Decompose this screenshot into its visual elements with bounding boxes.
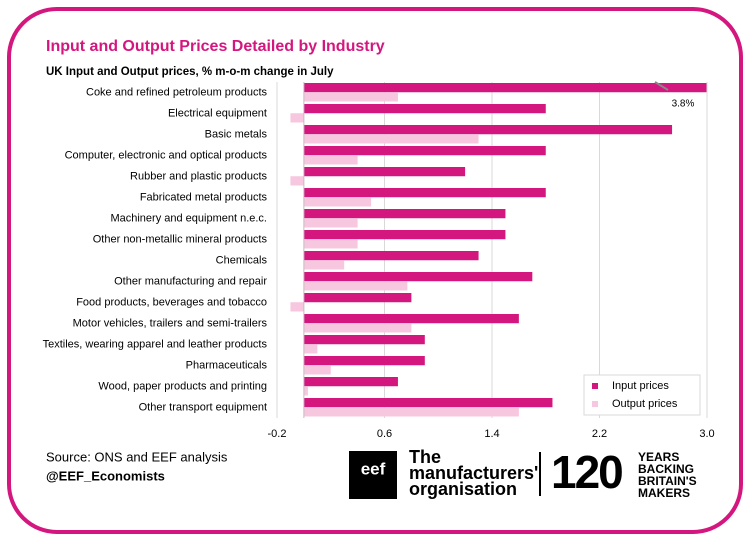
bar: [303, 197, 372, 207]
bar: [303, 260, 345, 270]
bar: [303, 167, 466, 177]
y-tick-label: Pharmaceuticals: [186, 359, 268, 371]
legend-label: Input prices: [612, 380, 669, 392]
bar: [303, 134, 479, 144]
bar: [303, 386, 308, 396]
y-tick-label: Chemicals: [216, 254, 268, 266]
bar: [303, 323, 412, 333]
logo-tagline: MAKERS: [638, 486, 690, 500]
logo-mark: eef: [361, 459, 386, 478]
y-tick-label: Other manufacturing and repair: [114, 275, 267, 287]
y-tick-label: Food products, beverages and tobacco: [76, 296, 267, 308]
annotation-pointer: [654, 81, 669, 91]
logo-tagline: YEARS: [638, 450, 679, 464]
y-tick-label: Motor vehicles, trailers and semi-traile…: [73, 317, 268, 329]
chart-title: Input and Output Prices Detailed by Indu…: [46, 38, 385, 55]
bar: [303, 146, 546, 156]
x-tick-label: 1.4: [484, 428, 499, 440]
bar: [290, 302, 304, 312]
bar: [303, 83, 707, 93]
bar: [303, 251, 479, 261]
y-tick-label: Rubber and plastic products: [130, 170, 267, 182]
bar: [303, 239, 358, 249]
bar: [290, 113, 304, 123]
legend-box: [583, 374, 701, 416]
source: Source: ONS and EEF analysis: [46, 449, 228, 464]
bar: [303, 335, 425, 345]
y-tick-label: Other non-metallic mineral products: [93, 233, 268, 245]
bar: [303, 188, 546, 198]
legend-swatch: [592, 383, 598, 389]
plot: [290, 83, 707, 417]
bar: [303, 356, 425, 366]
legend-swatch: [592, 401, 598, 407]
logo-box: [349, 451, 397, 499]
bar: [303, 377, 398, 387]
bar: [303, 365, 331, 375]
bar: [303, 407, 519, 417]
bar: [303, 314, 519, 324]
logo-tagline: BRITAIN'S: [638, 474, 697, 488]
y-tick-label: Other transport equipment: [139, 401, 267, 413]
legend-label: Output prices: [612, 398, 678, 410]
bar: [303, 293, 412, 303]
data-label: 3.8%: [672, 99, 695, 110]
y-tick-label: Fabricated metal products: [140, 191, 268, 203]
bar: [303, 218, 358, 228]
y-tick-label: Coke and refined petroleum products: [86, 86, 267, 98]
logo-number: 120: [551, 446, 622, 498]
bar: [303, 398, 553, 408]
y-tick-label: Electrical equipment: [168, 107, 267, 119]
y-tick-label: Machinery and equipment n.e.c.: [110, 212, 267, 224]
y-tick-label: Textiles, wearing apparel and leather pr…: [43, 338, 268, 350]
bar: [303, 272, 533, 282]
bar: [303, 230, 506, 240]
x-tick-label: -0.2: [268, 428, 287, 440]
bar: [303, 104, 546, 114]
bar: [303, 125, 673, 135]
handle: @EEF_Economists: [46, 468, 165, 483]
bar: [303, 344, 318, 354]
bar: [303, 155, 358, 165]
y-tick-label: Wood, paper products and printing: [98, 380, 267, 392]
y-tick-label: Basic metals: [205, 128, 268, 140]
x-tick-label: 2.2: [592, 428, 607, 440]
x-tick-label: 0.6: [377, 428, 392, 440]
bar: [303, 209, 506, 219]
frame: [7, 7, 743, 534]
bar: [303, 92, 398, 102]
chart-subtitle: UK Input and Output prices, % m-o-m chan…: [46, 66, 334, 78]
bar: [290, 176, 304, 186]
logo-name: organisation: [409, 479, 517, 499]
logo-name: manufacturers': [409, 463, 538, 483]
x-tick-label: 3.0: [699, 428, 714, 440]
bar: [303, 281, 408, 291]
logo-name: The: [409, 447, 441, 467]
y-tick-label: Computer, electronic and optical product…: [65, 149, 268, 161]
logo-tagline: BACKING: [638, 462, 694, 476]
